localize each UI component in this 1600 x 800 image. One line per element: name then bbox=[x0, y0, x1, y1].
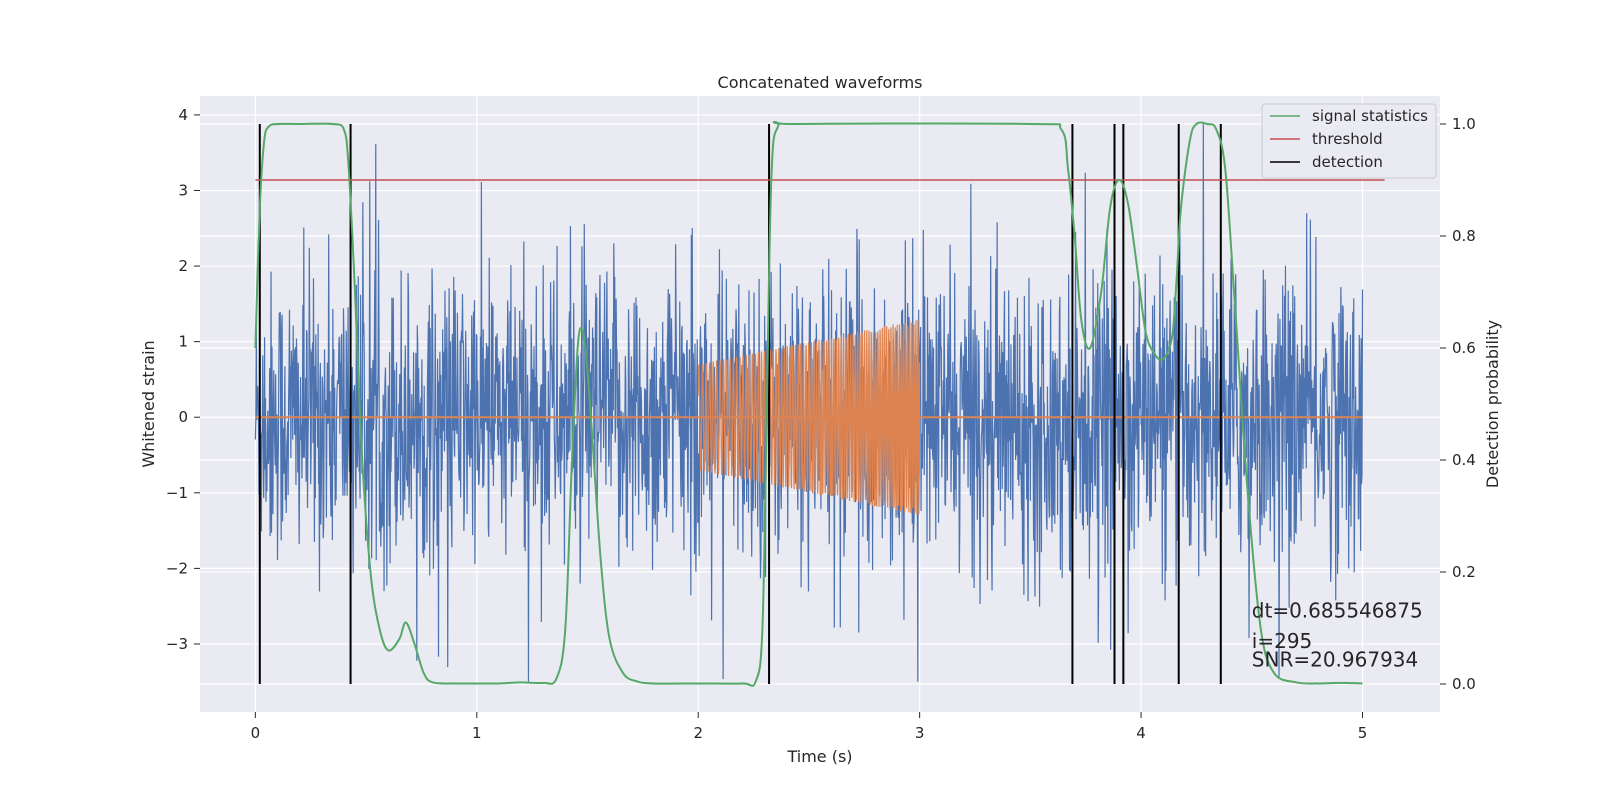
signal-chirp bbox=[697, 319, 921, 515]
y-tick-label: 4 bbox=[178, 106, 188, 124]
y-axis-label: Whitened strain bbox=[139, 340, 158, 467]
y-tick-label: −2 bbox=[166, 559, 188, 577]
signal-statistics-series bbox=[254, 120, 1363, 687]
y-tick-label: −3 bbox=[166, 635, 188, 653]
chart-title: Concatenated waveforms bbox=[718, 73, 923, 92]
x-tick-label: 1 bbox=[472, 724, 482, 742]
y-tick-label: 2 bbox=[178, 257, 188, 275]
y-tick-label: 0 bbox=[178, 408, 188, 426]
x-tick-label: 4 bbox=[1136, 724, 1146, 742]
y2-tick-label: 0.0 bbox=[1452, 675, 1476, 693]
y2-tick-label: 0.2 bbox=[1452, 563, 1476, 581]
x-tick-label: 3 bbox=[915, 724, 925, 742]
y-tick-label: −1 bbox=[166, 484, 188, 502]
y2-tick-label: 0.4 bbox=[1452, 451, 1476, 469]
legend-box bbox=[1261, 103, 1437, 179]
x-tick-label: 0 bbox=[251, 724, 261, 742]
legend: signal statistics threshold detection bbox=[1261, 103, 1437, 179]
y-axis-ticks: −3 −2 −1 0 1 2 3 4 bbox=[166, 106, 200, 653]
y-tick-label: 3 bbox=[178, 181, 188, 199]
legend-label-signal-statistics: signal statistics bbox=[1312, 107, 1428, 125]
y2-tick-label: 0.6 bbox=[1452, 339, 1476, 357]
x-tick-label: 5 bbox=[1358, 724, 1368, 742]
y2-axis-label: Detection probability bbox=[1483, 320, 1502, 488]
y2-axis-ticks: 0.0 0.2 0.4 0.6 0.8 1.0 bbox=[1440, 115, 1476, 693]
x-axis-label: Time (s) bbox=[786, 747, 852, 766]
x-axis-ticks: 0 1 2 3 4 5 bbox=[251, 712, 1368, 742]
x-tick-label: 2 bbox=[693, 724, 703, 742]
detection-series bbox=[258, 124, 1222, 684]
y-tick-label: 1 bbox=[178, 333, 188, 351]
signal-statistics-line bbox=[254, 120, 1363, 687]
legend-label-detection: detection bbox=[1312, 153, 1383, 171]
annotation-text: i=295 bbox=[1252, 629, 1313, 653]
grid-lines bbox=[200, 96, 1440, 712]
legend-label-threshold: threshold bbox=[1312, 130, 1383, 148]
y2-tick-label: 0.8 bbox=[1452, 227, 1476, 245]
annotation-text: dt=0.685546875 bbox=[1252, 599, 1423, 623]
y2-tick-label: 1.0 bbox=[1452, 115, 1476, 133]
annotation-text: SNR=20.967934 bbox=[1252, 648, 1418, 672]
